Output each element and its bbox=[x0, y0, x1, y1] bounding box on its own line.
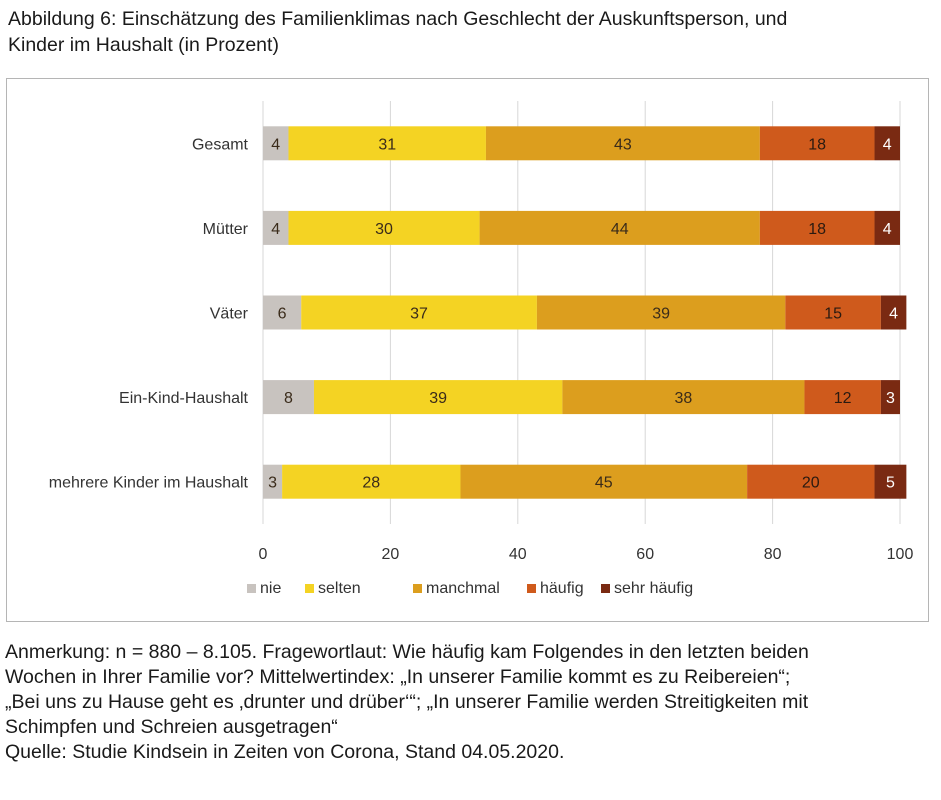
chart-title: Abbildung 6: Einschätzung des Familienkl… bbox=[8, 6, 933, 58]
data-label-vaeter-selten: 37 bbox=[410, 306, 428, 323]
legend-swatch-nie bbox=[247, 584, 256, 593]
x-tick-label-100: 100 bbox=[887, 546, 914, 563]
bar-segment-muetter-nie bbox=[263, 210, 289, 245]
note-line-2: Wochen in Ihrer Familie vor? Mittelwerti… bbox=[5, 666, 791, 688]
legend-label-nie: nie bbox=[260, 580, 281, 597]
chart-note: Anmerkung: n = 880 – 8.105. Fragewortlau… bbox=[5, 640, 937, 765]
data-label-gesamt-nie: 4 bbox=[271, 136, 280, 153]
data-label-ein-kind-haushalt-haeufig: 12 bbox=[834, 390, 852, 407]
data-label-gesamt-sehr-haeufig: 4 bbox=[883, 136, 892, 153]
bar-segment-gesamt-haeufig bbox=[759, 126, 875, 161]
bar-segment-ein-kind-haushalt-nie bbox=[263, 380, 314, 415]
x-tick-label-0: 0 bbox=[259, 546, 268, 563]
data-label-vaeter-sehr-haeufig: 4 bbox=[889, 306, 898, 323]
data-label-muetter-selten: 30 bbox=[375, 221, 393, 238]
legend-swatch-haeufig bbox=[527, 584, 536, 593]
note-source: Quelle: Studie Kindsein in Zeiten von Co… bbox=[5, 741, 565, 763]
category-label-vaeter: Väter bbox=[210, 306, 249, 323]
bar-segment-gesamt-manchmal bbox=[485, 126, 760, 161]
data-label-ein-kind-haushalt-nie: 8 bbox=[284, 390, 293, 407]
data-label-vaeter-nie: 6 bbox=[278, 306, 287, 323]
chart-title-line-1: Abbildung 6: Einschätzung des Familienkl… bbox=[8, 8, 788, 30]
x-tick-label-80: 80 bbox=[764, 546, 782, 563]
bar-segment-vaeter-manchmal bbox=[536, 295, 786, 330]
legend-label-sehr-haeufig: sehr häufig bbox=[614, 580, 693, 597]
data-label-gesamt-selten: 31 bbox=[378, 136, 396, 153]
data-label-vaeter-manchmal: 39 bbox=[652, 306, 670, 323]
category-label-ein-kind-haushalt: Ein-Kind-Haushalt bbox=[119, 390, 249, 407]
data-label-gesamt-haeufig: 18 bbox=[808, 136, 826, 153]
bar-segment-muetter-manchmal bbox=[479, 210, 760, 245]
x-tick-label-20: 20 bbox=[382, 546, 400, 563]
data-label-mehrere-kinder-im-haushalt-manchmal: 45 bbox=[595, 475, 613, 492]
data-label-ein-kind-haushalt-manchmal: 38 bbox=[675, 390, 693, 407]
bar-segment-mehrere-kinder-im-haushalt-manchmal bbox=[460, 464, 748, 499]
note-line-4: Schimpfen und Schreien ausgetragen“ bbox=[5, 716, 338, 738]
bar-segment-ein-kind-haushalt-sehr-haeufig bbox=[880, 380, 900, 415]
bar-segment-muetter-haeufig bbox=[759, 210, 875, 245]
bar-segment-ein-kind-haushalt-selten bbox=[313, 380, 563, 415]
bar-segment-vaeter-nie bbox=[263, 295, 302, 330]
x-tick-label-40: 40 bbox=[509, 546, 527, 563]
category-label-mehrere-kinder-im-haushalt: mehrere Kinder im Haushalt bbox=[49, 475, 249, 492]
data-label-muetter-manchmal: 44 bbox=[611, 221, 629, 238]
legend-label-haeufig: häufig bbox=[540, 580, 584, 597]
data-label-ein-kind-haushalt-sehr-haeufig: 3 bbox=[886, 390, 895, 407]
note-line-1: Anmerkung: n = 880 – 8.105. Fragewortlau… bbox=[5, 641, 809, 663]
legend-label-manchmal: manchmal bbox=[426, 580, 500, 597]
note-line-3: „Bei uns zu Hause geht es ‚drunter und d… bbox=[5, 691, 809, 713]
data-label-gesamt-manchmal: 43 bbox=[614, 136, 632, 153]
data-label-mehrere-kinder-im-haushalt-sehr-haeufig: 5 bbox=[886, 475, 895, 492]
x-tick-label-60: 60 bbox=[636, 546, 654, 563]
data-label-ein-kind-haushalt-selten: 39 bbox=[429, 390, 447, 407]
bar-segment-gesamt-nie bbox=[263, 126, 289, 161]
data-label-mehrere-kinder-im-haushalt-haeufig: 20 bbox=[802, 475, 820, 492]
data-label-muetter-nie: 4 bbox=[271, 221, 280, 238]
bar-segment-muetter-sehr-haeufig bbox=[874, 210, 900, 245]
data-label-muetter-haeufig: 18 bbox=[808, 221, 826, 238]
chart-title-line-2: Kinder im Haushalt (in Prozent) bbox=[8, 34, 279, 56]
legend-swatch-sehr-haeufig bbox=[601, 584, 610, 593]
bar-segment-vaeter-haeufig bbox=[785, 295, 881, 330]
bar-segment-mehrere-kinder-im-haushalt-sehr-haeufig bbox=[874, 464, 907, 499]
data-label-vaeter-haeufig: 15 bbox=[824, 306, 842, 323]
bar-segment-vaeter-sehr-haeufig bbox=[880, 295, 907, 330]
category-label-muetter: Mütter bbox=[203, 221, 249, 238]
data-label-muetter-sehr-haeufig: 4 bbox=[883, 221, 892, 238]
bar-segment-gesamt-sehr-haeufig bbox=[874, 126, 900, 161]
bar-segment-muetter-selten bbox=[288, 210, 480, 245]
bar-segment-ein-kind-haushalt-manchmal bbox=[562, 380, 805, 415]
bar-segment-mehrere-kinder-im-haushalt-haeufig bbox=[747, 464, 875, 499]
data-label-mehrere-kinder-im-haushalt-nie: 3 bbox=[268, 475, 277, 492]
legend-swatch-selten bbox=[305, 584, 314, 593]
bar-segment-mehrere-kinder-im-haushalt-nie bbox=[263, 464, 283, 499]
bar-segment-mehrere-kinder-im-haushalt-selten bbox=[282, 464, 461, 499]
legend-swatch-manchmal bbox=[413, 584, 422, 593]
data-label-mehrere-kinder-im-haushalt-selten: 28 bbox=[362, 475, 380, 492]
legend-label-selten: selten bbox=[318, 580, 361, 597]
bar-segment-vaeter-selten bbox=[301, 295, 537, 330]
bar-segment-ein-kind-haushalt-haeufig bbox=[804, 380, 881, 415]
category-label-gesamt: Gesamt bbox=[192, 136, 249, 153]
chart-frame: 0 20 40 60 80 100 Gesamt 4 31 43 18 4 Mütter 4 30 44 18 4… bbox=[6, 78, 929, 622]
bar-segment-gesamt-selten bbox=[288, 126, 486, 161]
